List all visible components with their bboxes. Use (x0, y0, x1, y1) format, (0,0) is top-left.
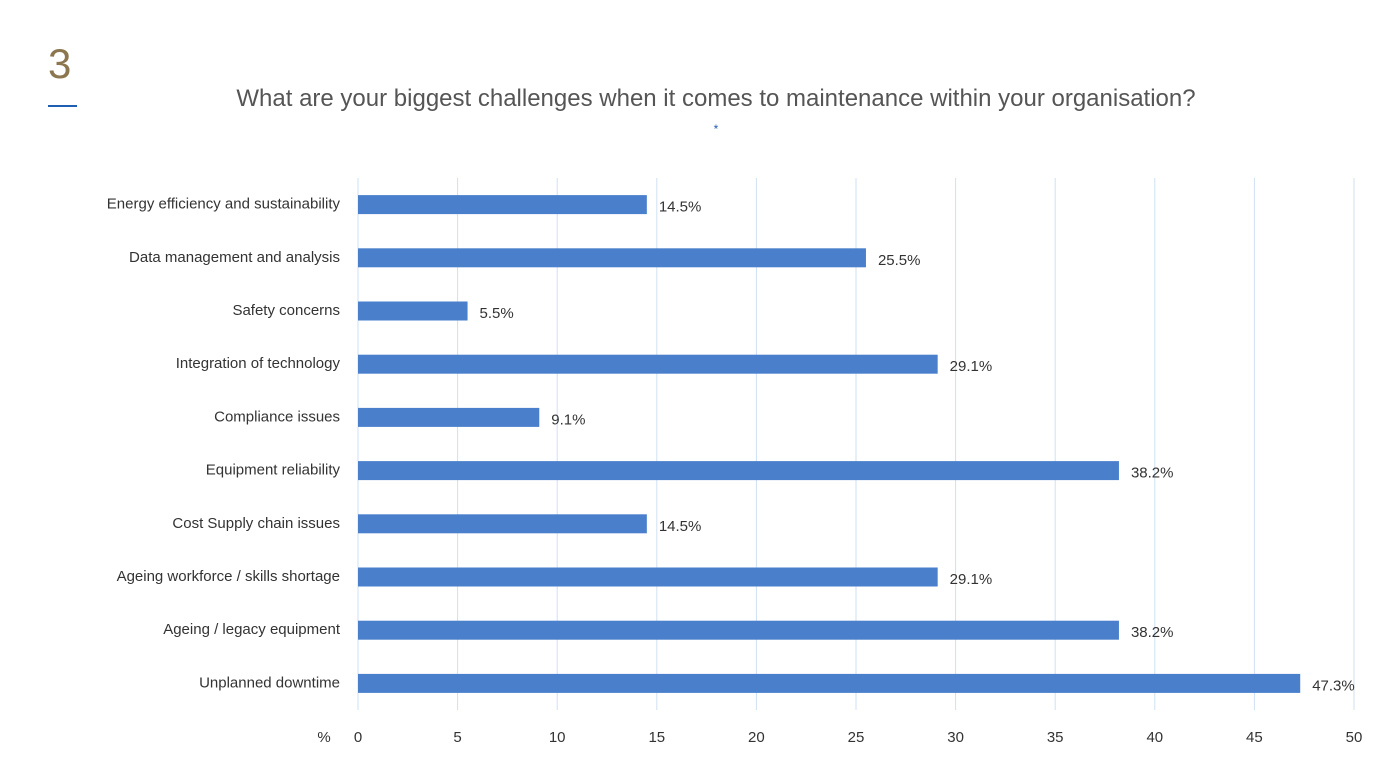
x-tick-label: 45 (1246, 729, 1263, 746)
y-tick-label: Ageing workforce / skills shortage (117, 568, 340, 585)
x-unit-label: % (317, 729, 330, 746)
x-tick-label: 50 (1346, 729, 1363, 746)
bar (358, 514, 647, 534)
page-number: 3 (48, 40, 72, 87)
bar (358, 567, 938, 587)
x-tick-label: 10 (549, 729, 566, 746)
y-tick-label: Data management and analysis (129, 249, 340, 266)
chart-title-box: What are your biggest challenges when it… (236, 84, 1196, 150)
title-note: * (713, 122, 719, 136)
value-label: 29.1% (950, 571, 993, 588)
y-tick-label: Integration of technology (176, 355, 341, 372)
x-tick-label: 30 (947, 729, 964, 746)
x-tick-label: 25 (848, 729, 865, 746)
y-tick-label: Ageing / legacy equipment (163, 621, 341, 638)
bar (358, 461, 1119, 481)
x-tick-label: 15 (648, 729, 665, 746)
bar (358, 248, 866, 268)
chart-title: What are your biggest challenges when it… (236, 85, 1196, 112)
x-tick-label: 20 (748, 729, 765, 746)
value-label: 14.5% (659, 199, 702, 216)
y-tick-label: Energy efficiency and sustainability (107, 196, 341, 213)
value-label: 5.5% (480, 305, 514, 322)
bar (358, 407, 540, 427)
bar (358, 620, 1119, 640)
x-tick-label: 35 (1047, 729, 1064, 746)
y-tick-label: Cost Supply chain issues (172, 515, 340, 532)
x-tick-label: 0 (354, 729, 362, 746)
x-tick-label: 5 (453, 729, 461, 746)
bar (358, 354, 938, 374)
value-label: 25.5% (878, 252, 921, 269)
y-tick-label: Equipment reliability (206, 462, 341, 479)
value-label: 9.1% (551, 411, 585, 428)
x-tick-label: 40 (1146, 729, 1163, 746)
value-label: 38.2% (1131, 465, 1174, 482)
bar (358, 673, 1301, 693)
value-label: 47.3% (1312, 677, 1355, 694)
value-label: 14.5% (659, 518, 702, 535)
y-tick-label: Compliance issues (214, 408, 340, 425)
bar (358, 195, 647, 215)
value-label: 38.2% (1131, 624, 1174, 641)
y-tick-label: Unplanned downtime (199, 674, 340, 691)
value-label: 29.1% (950, 358, 993, 375)
bar (358, 301, 468, 321)
y-tick-label: Safety concerns (232, 302, 340, 319)
